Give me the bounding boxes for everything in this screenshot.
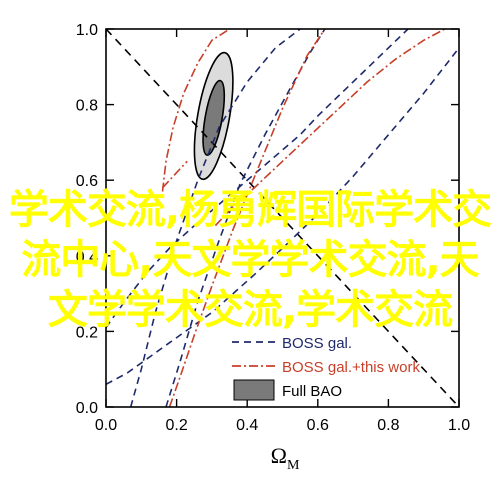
boss-this-work-contour-1 — [161, 29, 231, 192]
flat-universe-line — [106, 29, 459, 407]
x-tick-label: 0.6 — [307, 417, 329, 434]
y-tick-label: 1.0 — [76, 22, 98, 39]
y-tick-label: 0.2 — [76, 324, 98, 341]
legend-boss-this-work-label: BOSS gal.+this work — [282, 359, 420, 376]
boss-contour-3 — [129, 29, 301, 407]
boss-contour-1 — [106, 47, 459, 386]
x-tick-label: 1.0 — [448, 417, 470, 434]
y-tick-label: 0.4 — [76, 249, 98, 266]
x-axis-label: ΩM — [271, 443, 300, 473]
x-tick-label: 0.8 — [377, 417, 399, 434]
x-tick-label: 0.0 — [95, 417, 117, 434]
x-tick-label: 0.4 — [236, 417, 258, 434]
x-tick-label: 0.2 — [165, 417, 187, 434]
boss-this-work-contour-4 — [161, 160, 188, 189]
plot-frame — [105, 28, 460, 408]
bao-contour-inner — [202, 79, 226, 156]
legend-full-bao-label: Full BAO — [282, 383, 342, 400]
legend-full-bao-swatch — [233, 379, 275, 401]
y-tick-label: 0.8 — [76, 98, 98, 115]
boss-this-work-contour-2 — [214, 29, 446, 227]
y-tick-label: 0.0 — [76, 400, 98, 417]
y-tick-label: 0.6 — [76, 173, 98, 190]
boss-this-work-contour-3 — [168, 29, 326, 407]
legend-boss-label: BOSS gal. — [282, 335, 352, 352]
boss-contour-2 — [106, 29, 410, 329]
